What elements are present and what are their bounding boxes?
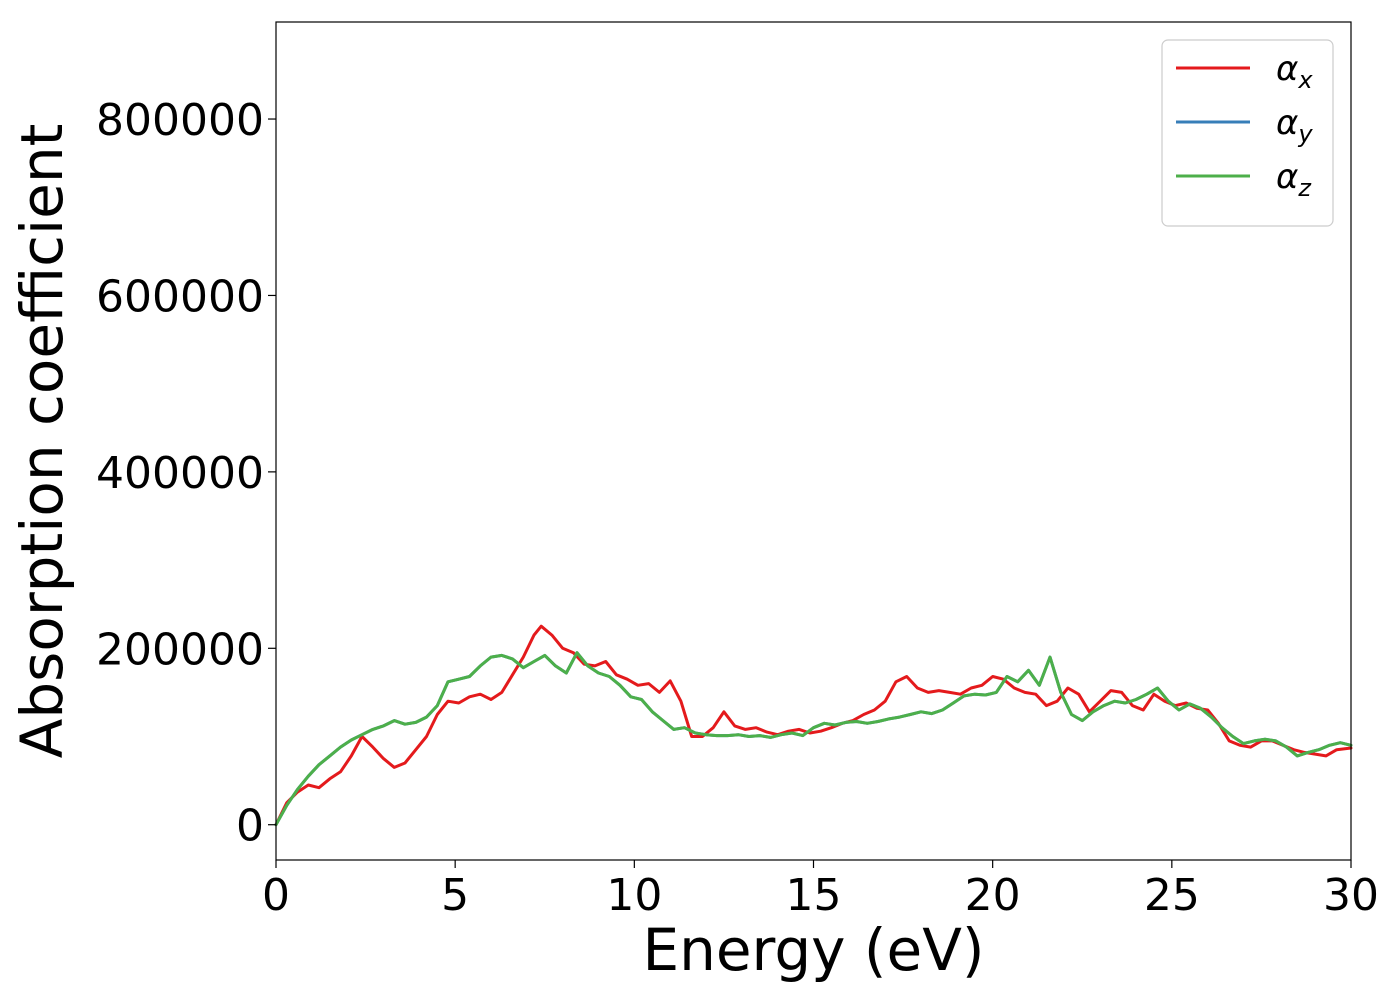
x-tick-label: 20 — [965, 870, 1021, 921]
x-tick-label: 5 — [441, 870, 469, 921]
x-tick-label: 30 — [1323, 870, 1379, 921]
x-tick-label: 0 — [262, 870, 290, 921]
x-tick-label: 10 — [606, 870, 662, 921]
series-line-alpha-z — [274, 651, 1353, 827]
x-tick-label: 15 — [786, 870, 842, 921]
legend-label-z: αz — [1276, 157, 1312, 202]
legend-label-y: αy — [1276, 103, 1313, 148]
y-tick-label: 800000 — [96, 95, 264, 146]
legend-label-x: αx — [1276, 49, 1313, 94]
y-tick-label: 400000 — [96, 448, 264, 499]
legend-box — [1161, 39, 1334, 227]
series-layer — [274, 624, 1353, 827]
y-axis-title: Absorption coefficient — [8, 124, 76, 759]
legend: αx αy αz — [1161, 39, 1334, 227]
y-axis: 0 200000 400000 600000 800000 — [96, 95, 276, 852]
y-tick-label: 200000 — [96, 624, 264, 675]
x-tick-label: 25 — [1144, 870, 1200, 921]
x-axis: 0 5 10 15 20 25 30 — [262, 860, 1379, 921]
x-axis-title: Energy (eV) — [642, 916, 984, 984]
y-tick-label: 600000 — [96, 271, 264, 322]
y-tick-label: 0 — [236, 801, 264, 852]
